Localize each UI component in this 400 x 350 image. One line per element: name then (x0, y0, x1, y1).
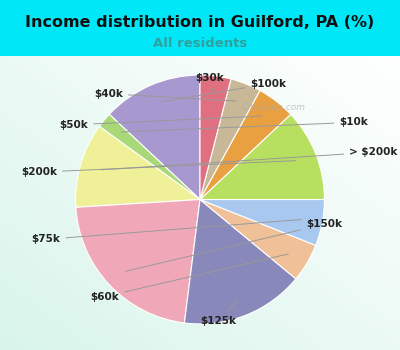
Text: $125k: $125k (201, 300, 237, 327)
Text: $40k: $40k (94, 89, 236, 101)
Wedge shape (109, 75, 200, 200)
Text: $50k: $50k (59, 116, 262, 130)
Wedge shape (99, 114, 200, 200)
Text: $60k: $60k (90, 254, 288, 302)
Wedge shape (200, 114, 324, 200)
Text: $10k: $10k (121, 117, 368, 132)
Text: > $200k: > $200k (101, 147, 398, 170)
Wedge shape (200, 75, 231, 200)
Text: $150k: $150k (126, 219, 342, 271)
Wedge shape (200, 79, 260, 200)
Text: $30k: $30k (196, 72, 224, 92)
Wedge shape (200, 199, 324, 245)
Text: $100k: $100k (161, 79, 286, 102)
Text: All residents: All residents (153, 37, 247, 50)
Wedge shape (200, 90, 291, 199)
Text: Income distribution in Guilford, PA (%): Income distribution in Guilford, PA (%) (25, 15, 375, 30)
Wedge shape (184, 199, 296, 324)
Text: City-Data.com: City-Data.com (242, 103, 306, 112)
Wedge shape (76, 126, 200, 207)
Text: $200k: $200k (21, 161, 296, 177)
Wedge shape (76, 199, 200, 323)
Text: $75k: $75k (32, 219, 301, 244)
Wedge shape (200, 199, 316, 279)
